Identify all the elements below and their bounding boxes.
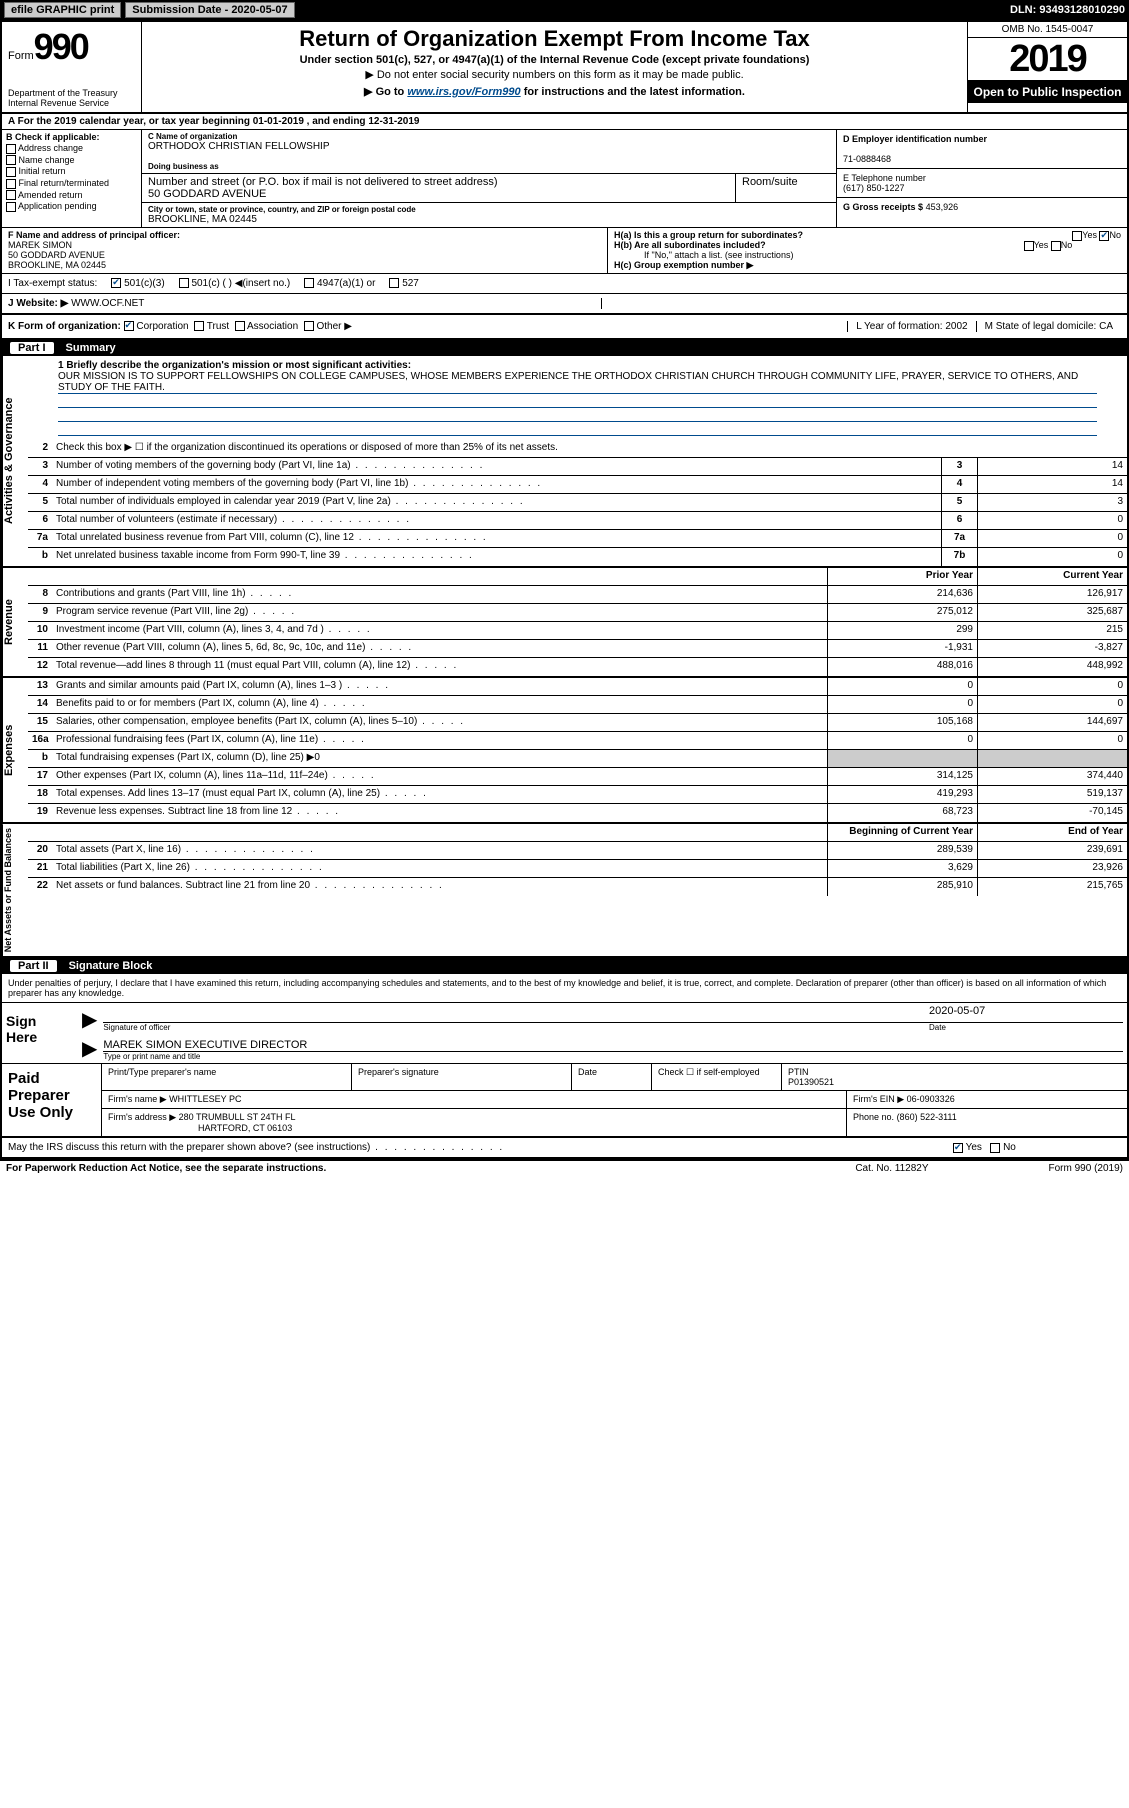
check-pending[interactable] (6, 202, 16, 212)
firm-ein: 06-0903326 (907, 1094, 955, 1104)
rev-line-8: 8Contributions and grants (Part VIII, li… (28, 586, 1127, 604)
tab-netassets: Net Assets or Fund Balances (2, 824, 28, 956)
ein: 71-0888468 (843, 154, 1121, 164)
public-inspection: Open to Public Inspection (968, 81, 1127, 103)
mission-text: OUR MISSION IS TO SUPPORT FELLOWSHIPS ON… (58, 371, 1097, 394)
form-header: Form990 Department of the Treasury Inter… (2, 22, 1127, 114)
top-bar: efile GRAPHIC print Submission Date - 20… (0, 0, 1129, 20)
tab-governance: Activities & Governance (2, 356, 28, 566)
discuss-yes[interactable] (953, 1143, 963, 1153)
year-formation: L Year of formation: 2002 (847, 321, 975, 332)
check-other[interactable] (304, 321, 314, 331)
net-line-20: 20Total assets (Part X, line 16) 289,539… (28, 842, 1127, 860)
sig-date: 2020-05-07 (923, 1005, 1123, 1023)
check-name-change[interactable] (6, 155, 16, 165)
firm-name: WHITTLESEY PC (169, 1094, 241, 1104)
exp-line-19: 19Revenue less expenses. Subtract line 1… (28, 804, 1127, 822)
org-name: ORTHODOX CHRISTIAN FELLOWSHIP (148, 141, 830, 152)
exp-line-13: 13Grants and similar amounts paid (Part … (28, 678, 1127, 696)
state-domicile: M State of legal domicile: CA (976, 321, 1121, 332)
tab-expenses: Expenses (2, 678, 28, 822)
subtitle-1: Under section 501(c), 527, or 4947(a)(1)… (150, 54, 959, 66)
gov-line-b: b Net unrelated business taxable income … (28, 548, 1127, 566)
subtitle-2: ▶ Do not enter social security numbers o… (150, 68, 959, 81)
subtitle-3: ▶ Go to www.irs.gov/Form990 for instruct… (150, 85, 959, 98)
telephone: (617) 850-1227 (843, 183, 1121, 193)
part1-header: Part I Summary (2, 340, 1127, 356)
officer-name: MAREK SIMON EXECUTIVE DIRECTOR (103, 1039, 1123, 1052)
firm-addr1: 280 TRUMBULL ST 24TH FL (179, 1112, 296, 1122)
rev-line-12: 12Total revenue—add lines 8 through 11 (… (28, 658, 1127, 676)
check-address-change[interactable] (6, 144, 16, 154)
footer: For Paperwork Reduction Act Notice, see … (0, 1161, 1129, 1176)
gov-line-5: 5 Total number of individuals employed i… (28, 494, 1127, 512)
form-container: Form990 Department of the Treasury Inter… (0, 20, 1129, 1161)
check-corp[interactable] (124, 321, 134, 331)
hb-yes[interactable] (1024, 241, 1034, 251)
part2-header: Part II Signature Block (2, 958, 1127, 974)
firm-phone: (860) 522-3111 (897, 1112, 957, 1122)
exp-line-15: 15Salaries, other compensation, employee… (28, 714, 1127, 732)
dept-label: Department of the Treasury Internal Reve… (8, 88, 135, 108)
paid-preparer-label: Paid Preparer Use Only (2, 1064, 102, 1136)
dln: DLN: 93493128010290 (1010, 4, 1125, 16)
gov-line-2: 2 Check this box ▶ ☐ if the organization… (28, 440, 1127, 458)
ha-no[interactable] (1099, 231, 1109, 241)
gov-line-7a: 7a Total unrelated business revenue from… (28, 530, 1127, 548)
omb-number: OMB No. 1545-0047 (968, 22, 1127, 38)
rev-line-10: 10Investment income (Part VIII, column (… (28, 622, 1127, 640)
box-h: H(a) Is this a group return for subordin… (607, 228, 1127, 273)
box-b: B Check if applicable: Address change Na… (2, 130, 142, 227)
gross-receipts: 453,926 (926, 202, 959, 212)
submission-date: Submission Date - 2020-05-07 (125, 2, 294, 18)
exp-line-18: 18Total expenses. Add lines 13–17 (must … (28, 786, 1127, 804)
check-527[interactable] (389, 278, 399, 288)
efile-button[interactable]: efile GRAPHIC print (4, 2, 121, 18)
discuss-no[interactable] (990, 1143, 1000, 1153)
sign-here-label: Sign Here (2, 1003, 72, 1063)
gov-line-3: 3 Number of voting members of the govern… (28, 458, 1127, 476)
check-amended[interactable] (6, 190, 16, 200)
check-501c[interactable] (179, 278, 189, 288)
net-line-22: 22Net assets or fund balances. Subtract … (28, 878, 1127, 896)
ptin: P01390521 (788, 1077, 834, 1087)
box-c: C Name of organization ORTHODOX CHRISTIA… (142, 130, 1127, 227)
exp-line-14: 14Benefits paid to or for members (Part … (28, 696, 1127, 714)
box-f: F Name and address of principal officer:… (2, 228, 607, 273)
row-k: K Form of organization: Corporation Trus… (2, 315, 1127, 340)
org-city: BROOKLINE, MA 02445 (148, 214, 830, 225)
form-title: Return of Organization Exempt From Incom… (150, 26, 959, 52)
exp-line-16a: 16aProfessional fundraising fees (Part I… (28, 732, 1127, 750)
net-line-21: 21Total liabilities (Part X, line 26) 3,… (28, 860, 1127, 878)
check-4947[interactable] (304, 278, 314, 288)
arrow-icon: ▶ (76, 1007, 103, 1032)
tax-year: 2019 (968, 38, 1127, 81)
rev-line-11: 11Other revenue (Part VIII, column (A), … (28, 640, 1127, 658)
form-label: Form (8, 50, 34, 62)
hb-no[interactable] (1051, 241, 1061, 251)
check-final-return[interactable] (6, 179, 16, 189)
declaration-text: Under penalties of perjury, I declare th… (2, 974, 1127, 1003)
ha-yes[interactable] (1072, 231, 1082, 241)
firm-addr2: HARTFORD, CT 06103 (108, 1123, 292, 1133)
exp-line-b: bTotal fundraising expenses (Part IX, co… (28, 750, 1127, 768)
gov-line-6: 6 Total number of volunteers (estimate i… (28, 512, 1127, 530)
tax-status-row: I Tax-exempt status: 501(c)(3) 501(c) ( … (2, 274, 1127, 294)
form-number: 990 (34, 26, 88, 67)
check-501c3[interactable] (111, 278, 121, 288)
gov-line-4: 4 Number of independent voting members o… (28, 476, 1127, 494)
check-trust[interactable] (194, 321, 204, 331)
exp-line-17: 17Other expenses (Part IX, column (A), l… (28, 768, 1127, 786)
period-row: A For the 2019 calendar year, or tax yea… (2, 114, 1127, 130)
tab-revenue: Revenue (2, 568, 28, 676)
instructions-link[interactable]: www.irs.gov/Form990 (407, 86, 520, 98)
arrow-icon: ▶ (76, 1036, 103, 1061)
org-address: 50 GODDARD AVENUE (148, 188, 729, 200)
rev-line-9: 9Program service revenue (Part VIII, lin… (28, 604, 1127, 622)
website: WWW.OCF.NET (71, 298, 144, 309)
check-assoc[interactable] (235, 321, 245, 331)
check-initial-return[interactable] (6, 167, 16, 177)
